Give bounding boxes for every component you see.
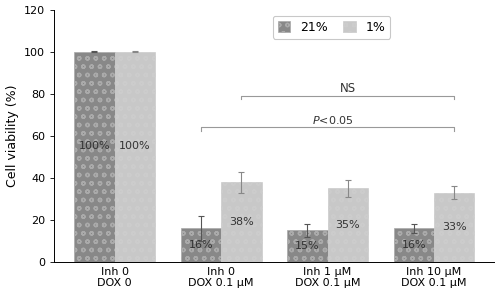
Text: 100%: 100% — [78, 141, 110, 151]
Text: 33%: 33% — [442, 222, 466, 232]
Bar — [114, 52, 155, 262]
Bar — [434, 193, 474, 262]
Text: $\it{P}$<0.05: $\it{P}$<0.05 — [312, 114, 354, 126]
Text: 16%: 16% — [402, 240, 426, 250]
Text: 38%: 38% — [229, 217, 254, 227]
Bar — [221, 182, 262, 262]
Bar — [394, 228, 434, 262]
Bar — [287, 230, 328, 262]
Bar — [180, 228, 221, 262]
Text: 15%: 15% — [295, 241, 320, 251]
Legend: 21%, 1%: 21%, 1% — [273, 16, 390, 39]
Text: 100%: 100% — [119, 141, 150, 151]
Bar — [74, 52, 114, 262]
Y-axis label: Cell viability (%): Cell viability (%) — [6, 84, 18, 187]
Text: 35%: 35% — [336, 220, 360, 230]
Text: NS: NS — [340, 82, 356, 95]
Text: 16%: 16% — [188, 240, 213, 250]
Bar — [328, 188, 368, 262]
